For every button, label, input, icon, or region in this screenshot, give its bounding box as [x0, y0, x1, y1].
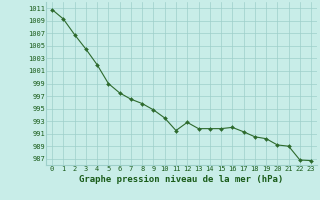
X-axis label: Graphe pression niveau de la mer (hPa): Graphe pression niveau de la mer (hPa): [79, 175, 284, 184]
